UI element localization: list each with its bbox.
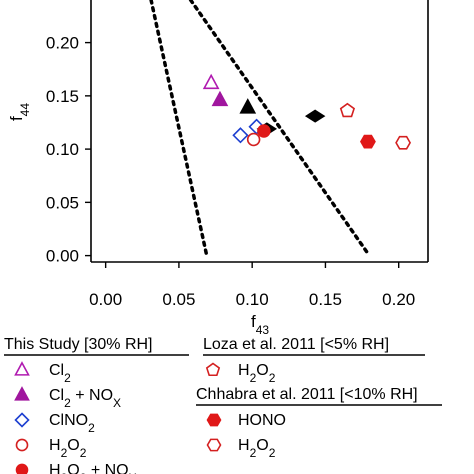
x-tick-label: 0.00 xyxy=(89,290,122,309)
legend-marker xyxy=(14,412,30,428)
axes: 0.00 0.05 0.10 0.15 0.20 0.00 0.05 0.10 0.15 0.20… xyxy=(7,0,429,337)
legend-entry-label: HONO xyxy=(238,412,286,429)
x-tick-label: 0.20 xyxy=(382,290,415,309)
legend-group-title: This Study [30% RH] xyxy=(4,336,153,353)
triangle-boundary-lines xyxy=(149,0,372,258)
data-point xyxy=(211,90,229,107)
x-tick-label: 0.05 xyxy=(162,290,195,309)
legend-group-title: Chhabra et al. 2011 [<10% RH] xyxy=(196,386,418,403)
legend-marker xyxy=(15,463,29,474)
data-point xyxy=(304,109,326,123)
data-point xyxy=(202,73,220,90)
y-axis-label: f44 xyxy=(7,103,32,121)
legend-marker xyxy=(14,361,30,376)
legend-marker xyxy=(15,438,29,452)
data-points xyxy=(202,73,412,150)
data-point xyxy=(257,124,271,138)
legend-marker xyxy=(206,413,222,427)
data-point xyxy=(395,135,412,150)
data-point xyxy=(232,127,249,144)
data-point xyxy=(239,98,257,114)
x-tick-label: 0.15 xyxy=(309,290,342,309)
y-tick-label: 0.15 xyxy=(46,87,79,106)
legend-entry-label: H2O2 xyxy=(49,437,87,460)
legend-entry-label: ClNO2 xyxy=(49,412,95,435)
x-tick-label: 0.10 xyxy=(236,290,269,309)
x-axis-label: f43 xyxy=(251,312,269,337)
legend-entry-label: H2O2 xyxy=(238,437,276,460)
data-point xyxy=(246,132,261,147)
legend-entry-label: Cl2 + NOX xyxy=(49,387,121,410)
legend-entry-label: H2O2 + NOX xyxy=(49,462,137,474)
data-point xyxy=(360,134,376,149)
data-point xyxy=(339,102,356,118)
legend-marker xyxy=(14,386,30,401)
y-tick-label: 0.05 xyxy=(46,193,79,212)
y-tick-label: 0.20 xyxy=(46,34,79,53)
boundary-line xyxy=(188,0,372,258)
y-tick-label: 0.00 xyxy=(46,247,79,266)
legend-entry-label: H2O2 xyxy=(238,362,276,385)
boundary-line xyxy=(149,0,209,258)
legend-marker xyxy=(205,362,221,377)
legend-entry-label: Cl2 xyxy=(49,362,71,385)
legend-marker xyxy=(206,438,222,452)
legend-group-title: Loza et al. 2011 [<5% RH] xyxy=(203,336,389,353)
y-tick-label: 0.10 xyxy=(46,140,79,159)
